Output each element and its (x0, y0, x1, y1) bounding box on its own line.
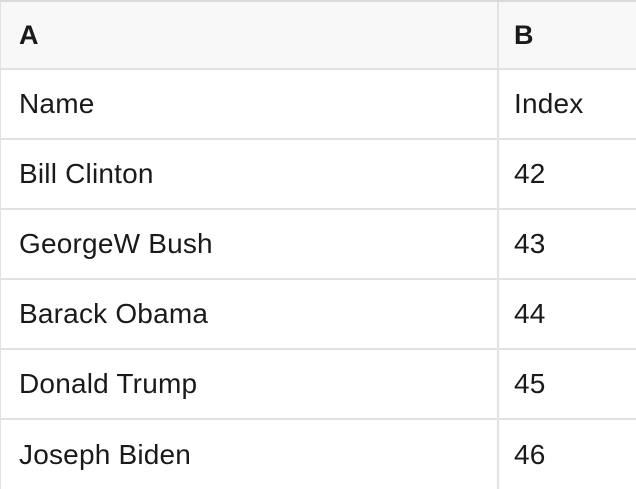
cell-name-row2[interactable]: GeorgeW Bush (1, 210, 499, 278)
column-header-a[interactable]: A (1, 2, 499, 68)
cell-index-row3[interactable]: 44 (514, 298, 546, 329)
cell-index-row5[interactable]: 46 (514, 438, 546, 470)
cell-name-row1[interactable]: Bill Clinton (1, 140, 499, 208)
cell-index-row1[interactable]: 42 (514, 158, 546, 189)
cell-field-name[interactable]: Name (1, 70, 499, 138)
table-row: Donald Trump 45 (1, 350, 636, 420)
column-header-b[interactable]: B (514, 19, 534, 50)
cell-name-row5[interactable]: Joseph Biden (1, 420, 499, 489)
cell-name-row4[interactable]: Donald Trump (1, 350, 499, 418)
column-header-row: A B (1, 2, 636, 70)
cell-field-index[interactable]: Index (514, 88, 584, 119)
cell-name-row3[interactable]: Barack Obama (1, 280, 499, 348)
cell-index-row2[interactable]: 43 (514, 228, 546, 259)
table-row: Barack Obama 44 (1, 280, 636, 350)
table-row: Bill Clinton 42 (1, 140, 636, 210)
table-row: Joseph Biden 46 (1, 420, 636, 489)
table-row: GeorgeW Bush 43 (1, 210, 636, 280)
field-header-row: Name Index (1, 70, 636, 140)
cell-index-row4[interactable]: 45 (514, 368, 546, 399)
